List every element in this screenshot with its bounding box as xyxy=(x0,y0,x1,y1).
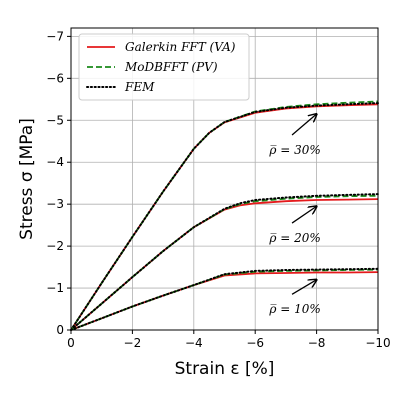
y-tick-label: −3 xyxy=(46,197,64,211)
annotations: ρ̅ = 30% ρ̅ = 20% ρ̅ = 10% xyxy=(268,114,321,316)
legend-label: FEM xyxy=(124,80,155,94)
annotation-arrow xyxy=(291,206,317,224)
x-tick-label: −10 xyxy=(365,336,390,350)
annotation-arrow xyxy=(291,114,317,136)
y-tick-label: −7 xyxy=(46,29,64,43)
y-tick-label: 0 xyxy=(56,323,64,337)
y-tick-label: −5 xyxy=(46,113,64,127)
legend: Galerkin FFT (VA) MoDBFFT (PV) FEM xyxy=(78,33,250,101)
series-line-group2-fem xyxy=(70,193,379,331)
annotation-arrow xyxy=(291,280,317,295)
plot-frame xyxy=(70,27,379,331)
x-tick-label: −8 xyxy=(308,336,326,350)
legend-label: Galerkin FFT (VA) xyxy=(125,40,236,54)
y-tick-label: −6 xyxy=(46,71,64,85)
y-tick-label: −2 xyxy=(46,239,64,253)
legend-label: MoDBFFT (PV) xyxy=(124,60,218,74)
y-tick-label: −4 xyxy=(46,155,64,169)
annotation-label: ρ̅ = 30% xyxy=(268,143,320,157)
series-layer xyxy=(70,100,379,331)
series-line-group3-fem xyxy=(70,267,379,331)
x-axis-label: Strain ε [%] xyxy=(175,359,275,379)
annotation-label: ρ̅ = 20% xyxy=(268,231,320,245)
x-tick-label: −4 xyxy=(185,336,203,350)
x-tick-label: −6 xyxy=(246,336,264,350)
annotation-label: ρ̅ = 10% xyxy=(268,302,320,316)
y-tick-label: −1 xyxy=(46,281,64,295)
ticks: 0 −2 −4 −6 −8 −10 0 −1 −2 −3 −4 −5 −6 −7 xyxy=(46,29,390,350)
legend-box xyxy=(78,33,250,101)
x-tick-label: −2 xyxy=(124,336,142,350)
y-axis-label: Stress σ [MPa] xyxy=(17,118,37,240)
x-tick-label: 0 xyxy=(67,336,75,350)
series-line-group1-fem xyxy=(70,102,379,331)
